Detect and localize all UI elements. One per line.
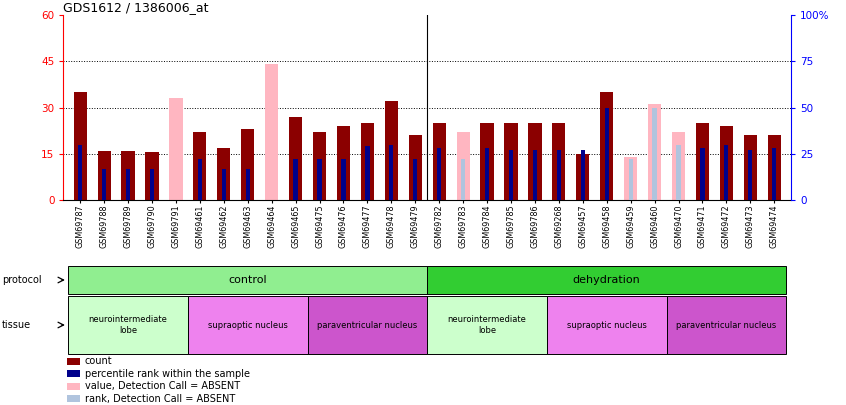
Text: percentile rank within the sample: percentile rank within the sample [85,369,250,379]
Bar [97,151,111,200]
Bar [652,107,656,200]
Bar [504,123,518,200]
Text: value, Detection Call = ABSENT: value, Detection Call = ABSENT [85,381,239,391]
Text: rank, Detection Call = ABSENT: rank, Detection Call = ABSENT [85,394,235,404]
Bar [265,64,278,200]
Bar [427,296,547,354]
Bar [413,159,417,200]
Bar [289,117,302,200]
Bar [69,266,427,294]
Bar [605,107,609,200]
Bar [169,98,183,200]
Bar [672,132,685,200]
Bar [78,145,82,200]
Bar [648,104,662,200]
Bar [360,123,374,200]
Bar [150,168,154,200]
Bar [102,168,107,200]
Bar [389,145,393,200]
Bar [552,123,565,200]
Bar [146,152,158,200]
Bar [217,147,230,200]
Text: neurointermediate
lobe: neurointermediate lobe [89,315,168,335]
Bar [222,168,226,200]
Bar [122,151,135,200]
Bar [385,101,398,200]
Bar [193,132,206,200]
Text: GDS1612 / 1386006_at: GDS1612 / 1386006_at [63,1,209,14]
Text: count: count [85,356,113,366]
Bar [457,132,470,200]
Text: supraoptic nucleus: supraoptic nucleus [208,320,288,330]
Bar [485,148,489,200]
Text: neurointermediate
lobe: neurointermediate lobe [448,315,526,335]
Bar [677,145,681,200]
Bar [767,135,781,200]
Bar [624,157,637,200]
Bar [67,383,80,390]
Text: tissue: tissue [2,320,30,330]
Bar [74,92,87,200]
Bar [126,168,130,200]
Bar [576,154,590,200]
Bar [600,92,613,200]
Bar [696,123,709,200]
Text: paraventricular nucleus: paraventricular nucleus [317,320,418,330]
Bar [294,159,298,200]
Bar [365,146,370,200]
Bar [509,150,514,200]
Bar [67,358,80,364]
Bar [437,148,442,200]
Bar [67,370,80,377]
Bar [700,148,705,200]
Text: protocol: protocol [2,275,41,285]
Bar [744,135,757,200]
Bar [720,126,733,200]
Bar [337,126,350,200]
Text: paraventricular nucleus: paraventricular nucleus [676,320,777,330]
Bar [341,159,345,200]
Bar [748,150,752,200]
Bar [772,148,777,200]
Bar [547,296,667,354]
Bar [317,159,321,200]
Bar [461,159,465,200]
Bar [432,123,446,200]
Text: control: control [228,275,267,285]
Bar [409,135,422,200]
Bar [188,296,308,354]
Bar [529,123,541,200]
Bar [308,296,427,354]
Bar [667,296,786,354]
Bar [241,129,255,200]
Bar [724,145,728,200]
Bar [427,266,786,294]
Bar [67,395,80,402]
Bar [580,150,585,200]
Bar [533,150,537,200]
Bar [557,150,561,200]
Bar [245,168,250,200]
Bar [481,123,494,200]
Bar [69,296,188,354]
Text: supraoptic nucleus: supraoptic nucleus [567,320,646,330]
Text: dehydration: dehydration [573,275,640,285]
Bar [313,132,326,200]
Bar [198,159,202,200]
Bar [629,159,633,200]
